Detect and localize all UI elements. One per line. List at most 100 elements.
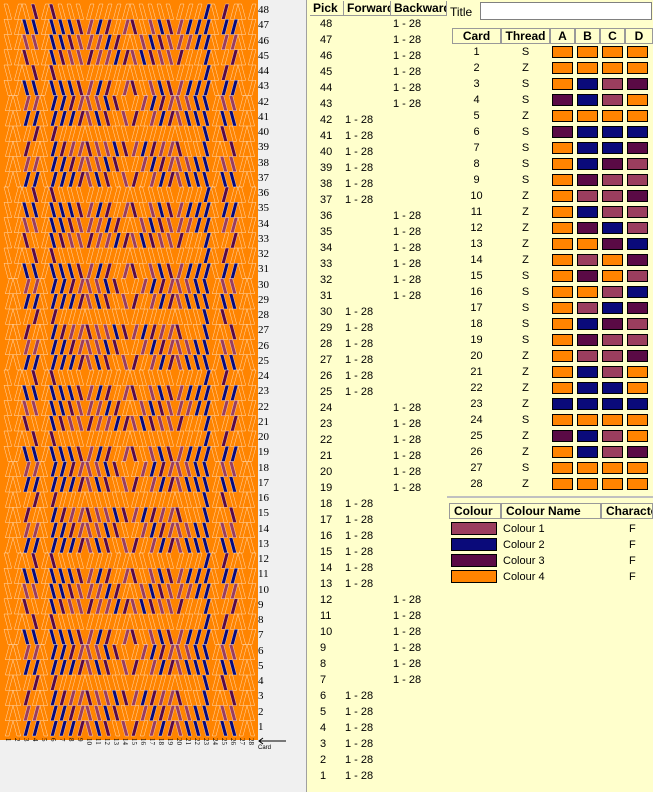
thread-direction-cell[interactable]: Z xyxy=(522,206,529,218)
card-number-cell[interactable]: 6 xyxy=(473,126,480,138)
hole-b-swatch[interactable] xyxy=(577,382,598,394)
pick-number[interactable]: 35 xyxy=(320,226,333,238)
forward-range[interactable]: 1 - 28 xyxy=(345,354,374,366)
hole-d-swatch[interactable] xyxy=(627,350,648,362)
card-number-cell[interactable]: 3 xyxy=(473,78,480,90)
forward-range[interactable]: 1 - 28 xyxy=(345,546,374,558)
hole-a-swatch[interactable] xyxy=(552,238,573,250)
pick-number[interactable]: 12 xyxy=(320,594,333,606)
hole-a-swatch[interactable] xyxy=(552,222,573,234)
backward-range[interactable]: 1 - 28 xyxy=(393,50,422,62)
hole-a-swatch[interactable] xyxy=(552,158,573,170)
hole-a-swatch[interactable] xyxy=(552,174,573,186)
backward-column-header[interactable]: Backward xyxy=(391,1,447,16)
thread-direction-cell[interactable]: S xyxy=(521,174,530,186)
pick-number[interactable]: 38 xyxy=(320,178,333,190)
hole-b-swatch[interactable] xyxy=(577,206,598,218)
hole-c-swatch[interactable] xyxy=(602,430,623,442)
backward-range[interactable]: 1 - 28 xyxy=(393,402,422,414)
card-number-cell[interactable]: 18 xyxy=(470,318,483,330)
pick-number[interactable]: 3 xyxy=(320,738,327,750)
hole-b-swatch[interactable] xyxy=(577,334,598,346)
hole-b-swatch[interactable] xyxy=(577,286,598,298)
card-number-cell[interactable]: 11 xyxy=(470,206,483,218)
hole-b-swatch[interactable] xyxy=(577,46,598,58)
hole-b-swatch[interactable] xyxy=(577,430,598,442)
forward-range[interactable]: 1 - 28 xyxy=(345,514,374,526)
hole-b-swatch[interactable] xyxy=(577,302,598,314)
hole-a-swatch[interactable] xyxy=(552,270,573,282)
pick-number[interactable]: 17 xyxy=(320,514,333,526)
hole-a-swatch[interactable] xyxy=(552,398,573,410)
hole-b-swatch[interactable] xyxy=(577,366,598,378)
hole-d-swatch[interactable] xyxy=(627,206,648,218)
hole-c-swatch[interactable] xyxy=(602,126,623,138)
card-number-cell[interactable]: 2 xyxy=(473,62,480,74)
card-number-cell[interactable]: 7 xyxy=(473,142,480,154)
colour-name-column-header[interactable]: Colour Name xyxy=(501,503,601,519)
hole-c-swatch[interactable] xyxy=(602,254,623,266)
hole-d-swatch[interactable] xyxy=(627,62,648,74)
backward-range[interactable]: 1 - 28 xyxy=(393,466,422,478)
hole-c-swatch[interactable] xyxy=(602,398,623,410)
pick-number[interactable]: 21 xyxy=(320,450,333,462)
hole-d-swatch[interactable] xyxy=(627,430,648,442)
forward-range[interactable]: 1 - 28 xyxy=(345,130,374,142)
colour-swatch[interactable] xyxy=(451,538,497,551)
backward-range[interactable]: 1 - 28 xyxy=(393,482,422,494)
card-number-cell[interactable]: 1 xyxy=(473,46,480,58)
hole-a-swatch[interactable] xyxy=(552,190,573,202)
forward-range[interactable]: 1 - 28 xyxy=(345,194,374,206)
hole-a-swatch[interactable] xyxy=(552,286,573,298)
hole-d-swatch[interactable] xyxy=(627,78,648,90)
card-number-cell[interactable]: 12 xyxy=(470,222,483,234)
card-number-cell[interactable]: 27 xyxy=(470,462,483,474)
hole-d-swatch[interactable] xyxy=(627,222,648,234)
thread-direction-cell[interactable]: S xyxy=(521,302,530,314)
hole-c-swatch[interactable] xyxy=(602,222,623,234)
thread-direction-cell[interactable]: S xyxy=(521,318,530,330)
hole-d-swatch[interactable] xyxy=(627,302,648,314)
forward-range[interactable]: 1 - 28 xyxy=(345,306,374,318)
hole-d-swatch[interactable] xyxy=(627,158,648,170)
hole-b-swatch[interactable] xyxy=(577,254,598,266)
colour-name[interactable]: Colour 3 xyxy=(503,555,545,567)
hole-a-swatch[interactable] xyxy=(552,62,573,74)
pick-number[interactable]: 4 xyxy=(320,722,327,734)
card-column-header[interactable]: Card xyxy=(452,28,501,44)
card-number-cell[interactable]: 28 xyxy=(470,478,483,490)
hole-d-swatch[interactable] xyxy=(627,254,648,266)
hole-a-swatch[interactable] xyxy=(552,334,573,346)
backward-range[interactable]: 1 - 28 xyxy=(393,290,422,302)
backward-range[interactable]: 1 - 28 xyxy=(393,242,422,254)
hole-d-swatch[interactable] xyxy=(627,174,648,186)
hole-c-swatch[interactable] xyxy=(602,238,623,250)
hole-b-swatch[interactable] xyxy=(577,62,598,74)
backward-range[interactable]: 1 - 28 xyxy=(393,18,422,30)
pick-number[interactable]: 11 xyxy=(320,610,332,622)
pick-number[interactable]: 40 xyxy=(320,146,333,158)
pick-column-header[interactable]: Pick xyxy=(310,1,344,16)
card-number-cell[interactable]: 26 xyxy=(470,446,483,458)
colour-name[interactable]: Colour 4 xyxy=(503,571,545,583)
colour-name[interactable]: Colour 2 xyxy=(503,539,545,551)
pick-number[interactable]: 15 xyxy=(320,546,333,558)
backward-range[interactable]: 1 - 28 xyxy=(393,210,422,222)
hole-b-swatch[interactable] xyxy=(577,222,598,234)
hole-c-swatch[interactable] xyxy=(602,110,623,122)
hole-d-swatch[interactable] xyxy=(627,126,648,138)
backward-range[interactable]: 1 - 28 xyxy=(393,434,422,446)
pick-number[interactable]: 42 xyxy=(320,114,333,126)
colour-character[interactable]: F xyxy=(629,555,636,567)
character-column-header[interactable]: Character xyxy=(601,503,653,519)
colour-swatch[interactable] xyxy=(451,554,497,567)
backward-range[interactable]: 1 - 28 xyxy=(393,594,422,606)
pick-number[interactable]: 36 xyxy=(320,210,333,222)
hole-a-swatch[interactable] xyxy=(552,206,573,218)
hole-b-header[interactable]: B xyxy=(575,28,600,44)
forward-range[interactable]: 1 - 28 xyxy=(345,706,374,718)
backward-range[interactable]: 1 - 28 xyxy=(393,66,422,78)
hole-a-swatch[interactable] xyxy=(552,94,573,106)
card-number-cell[interactable]: 5 xyxy=(473,110,480,122)
card-number-cell[interactable]: 23 xyxy=(470,398,483,410)
